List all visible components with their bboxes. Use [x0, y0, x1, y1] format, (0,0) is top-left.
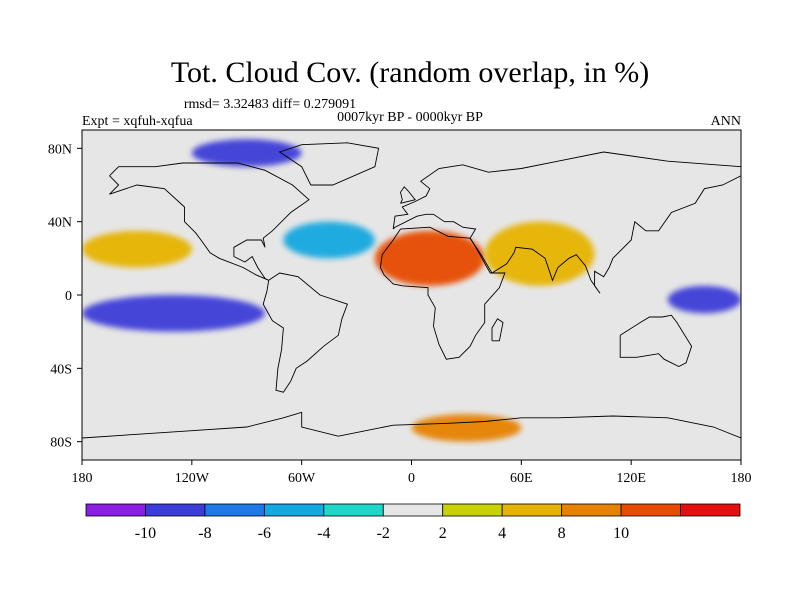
colorbar-swatch-1 [145, 503, 206, 517]
colorbar-label: -8 [198, 525, 211, 542]
experiment-label: Expt = xqfuh-xqfua [82, 114, 193, 129]
coastline-australia [619, 314, 693, 368]
colorbar-swatch-3 [263, 503, 325, 517]
colorbar-label: 10 [613, 525, 629, 542]
x-tick-label: 60E [510, 471, 533, 486]
colorbar-swatch-9 [620, 503, 681, 517]
anomaly-region-7: North Atlantic [283, 221, 375, 259]
colorbar-swatch-2 [204, 503, 265, 517]
season-label: ANN [711, 114, 741, 129]
coastline-north-america [109, 162, 310, 281]
colorbar-label: 2 [439, 525, 447, 542]
colorbar-label: -4 [317, 525, 330, 542]
coastline-madagascar [491, 318, 504, 342]
x-tick-label: 120E [616, 471, 646, 486]
x-axis: 180 120W 60W 0 60E 120E 180 [72, 460, 752, 486]
y-tick-label: 40N [48, 216, 72, 231]
anomaly-region-3: Tropical West Pacific [667, 285, 741, 314]
stats-line: rmsd= 3.32483 diff= 0.279091 [184, 97, 356, 112]
map-background [82, 130, 741, 460]
colorbar-swatch-10 [680, 503, 741, 517]
coastline-africa [379, 226, 506, 360]
colorbar-swatch-7 [501, 503, 563, 517]
coastline-greenland [278, 142, 380, 186]
colorbar-swatch-0 [85, 503, 146, 517]
y-tick-label: 80S [50, 436, 72, 451]
colorbar-label: -2 [377, 525, 390, 542]
anomaly-region-4: Greenland / Arctic Canada [191, 139, 302, 167]
x-tick-label: 180 [731, 471, 752, 486]
anomaly-region-1: Arabia / India [484, 221, 595, 286]
anomaly-region-5: Southern Ocean (Atlantic) [411, 414, 522, 442]
x-tick-label: 180 [72, 471, 93, 486]
colorbar-label: 8 [558, 525, 566, 542]
map-area: North Africa / SahelArabia / India Tropic… [81, 129, 742, 461]
anomaly-region-2: Tropical East Pacific [82, 295, 266, 332]
coastline-antarctica [82, 411, 741, 439]
colorbar: -10 -8 -6 -4 -2 2 4 8 10 [85, 503, 741, 542]
colorbar-swatch-5 [382, 503, 444, 517]
x-tick-label: 60W [288, 471, 316, 486]
coastline-british-isles [400, 186, 416, 204]
y-tick-label: 80N [48, 142, 72, 157]
colorbar-label: 4 [498, 525, 506, 542]
anomaly-region-6: North Pacific [82, 230, 192, 268]
anomaly-region-0: North Africa / Sahel [374, 230, 485, 286]
colorbar-swatch-4 [323, 503, 384, 517]
colorbar-swatch-6 [442, 503, 503, 517]
chart-title: Tot. Cloud Cov. (random overlap, in %) [171, 56, 649, 89]
coastline-eurasia [392, 151, 741, 294]
coastline-south-america [262, 272, 348, 393]
x-tick-label: 0 [408, 471, 415, 486]
y-tick-label: 0 [65, 289, 72, 304]
y-axis: 80N 40N 0 40S 80S [48, 142, 82, 451]
y-tick-label: 40S [50, 362, 72, 377]
period-label: 0007kyr BP - 0000kyr BP [337, 110, 483, 125]
colorbar-label: -6 [258, 525, 271, 542]
x-tick-label: 120W [175, 471, 210, 486]
colorbar-label: -10 [135, 525, 156, 542]
colorbar-swatch-8 [561, 503, 622, 517]
